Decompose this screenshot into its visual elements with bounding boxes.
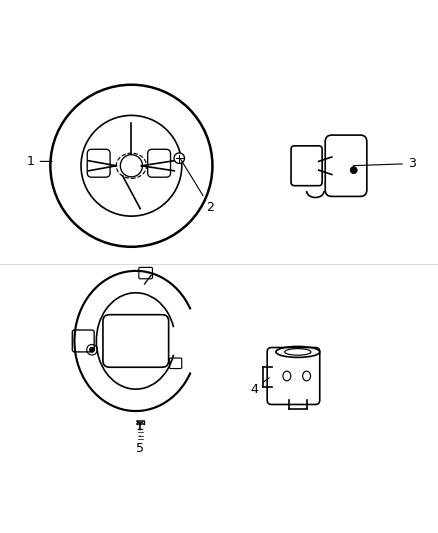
Text: 4: 4 [250,378,269,395]
Text: 1: 1 [27,155,52,168]
Circle shape [350,167,357,174]
Circle shape [174,153,184,164]
Text: 5: 5 [136,435,144,455]
Text: 2: 2 [181,159,214,214]
Circle shape [90,348,94,352]
Text: 3: 3 [353,157,416,170]
